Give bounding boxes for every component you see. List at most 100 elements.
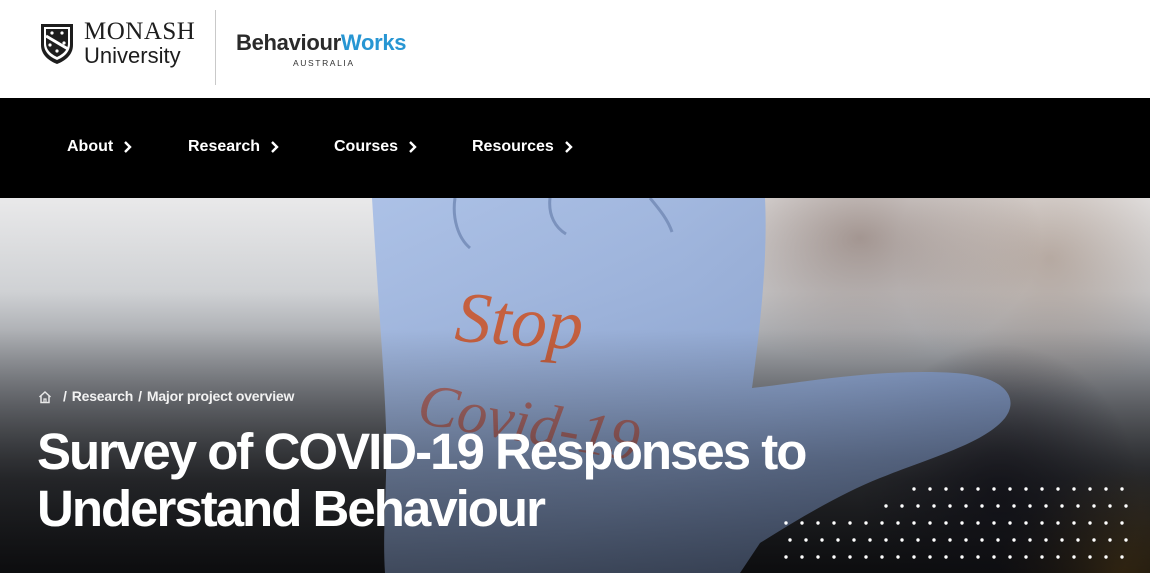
nav-item-label: Research bbox=[188, 138, 261, 155]
decorative-dot bbox=[1088, 521, 1092, 525]
decorative-dot bbox=[1008, 521, 1012, 525]
decorative-dot bbox=[832, 555, 836, 559]
decorative-dot bbox=[852, 538, 856, 542]
nav-item-resources[interactable]: Resources bbox=[472, 136, 573, 158]
decorative-dot bbox=[1060, 538, 1064, 542]
monash-wordmark-line1: MONASH bbox=[84, 18, 196, 45]
monash-university-logo[interactable]: MONASH University bbox=[38, 18, 198, 68]
decorative-dot bbox=[932, 538, 936, 542]
decorative-dot bbox=[788, 538, 792, 542]
decorative-dot bbox=[992, 555, 996, 559]
decorative-dot bbox=[944, 521, 948, 525]
decorative-dot bbox=[868, 538, 872, 542]
decorative-dot bbox=[1028, 538, 1032, 542]
decorative-dot bbox=[1092, 538, 1096, 542]
nav-item-label: About bbox=[67, 138, 114, 155]
decorative-dot bbox=[1028, 504, 1032, 508]
decorative-dot bbox=[1056, 487, 1060, 491]
breadcrumb-separator: / bbox=[138, 388, 142, 404]
decorative-dot bbox=[1088, 555, 1092, 559]
decorative-dot bbox=[880, 521, 884, 525]
decorative-dot bbox=[948, 504, 952, 508]
decorative-dot bbox=[848, 521, 852, 525]
decorative-dot bbox=[1104, 555, 1108, 559]
page-title-line1: Survey of COVID-19 Responses to bbox=[37, 423, 807, 480]
decorative-dot bbox=[1024, 521, 1028, 525]
decorative-dot bbox=[976, 555, 980, 559]
decorative-dot bbox=[928, 487, 932, 491]
decorative-dot bbox=[912, 555, 916, 559]
decorative-dot bbox=[1108, 504, 1112, 508]
chevron-right-icon bbox=[564, 141, 573, 153]
decorative-dot bbox=[1072, 487, 1076, 491]
decorative-dot bbox=[996, 538, 1000, 542]
nav-item-about[interactable]: About bbox=[67, 136, 132, 158]
decorative-dot bbox=[932, 504, 936, 508]
decorative-dot bbox=[832, 521, 836, 525]
monash-crest-icon bbox=[41, 24, 73, 64]
decorative-dot bbox=[928, 555, 932, 559]
decorative-dot bbox=[964, 538, 968, 542]
breadcrumb-link-research[interactable]: Research bbox=[71, 388, 134, 404]
decorative-dot bbox=[816, 521, 820, 525]
decorative-dot bbox=[1076, 504, 1080, 508]
decorative-dot bbox=[1124, 504, 1128, 508]
decorative-dot bbox=[1076, 538, 1080, 542]
decorative-dot bbox=[1040, 487, 1044, 491]
decorative-dot bbox=[1060, 504, 1064, 508]
decorative-dot bbox=[1120, 555, 1124, 559]
decorative-dot bbox=[944, 555, 948, 559]
decorative-dot bbox=[1008, 555, 1012, 559]
decorative-dot bbox=[1012, 538, 1016, 542]
bw-wordmark-works: Works bbox=[340, 30, 407, 55]
decorative-dot bbox=[1108, 538, 1112, 542]
decorative-dot bbox=[912, 521, 916, 525]
decorative-dot bbox=[1072, 521, 1076, 525]
decorative-dot bbox=[1024, 487, 1028, 491]
decorative-dot bbox=[916, 504, 920, 508]
main-nav: About Research Courses Resources bbox=[0, 98, 1150, 198]
decorative-dot bbox=[976, 487, 980, 491]
nav-item-research[interactable]: Research bbox=[188, 136, 279, 158]
decorative-dot bbox=[928, 521, 932, 525]
decorative-dot bbox=[960, 555, 964, 559]
decorative-dot bbox=[1012, 504, 1016, 508]
decorative-dot bbox=[1008, 487, 1012, 491]
decorative-dot bbox=[800, 555, 804, 559]
decorative-dot bbox=[784, 555, 788, 559]
decorative-dot bbox=[900, 504, 904, 508]
bw-wordmark-behaviour: Behaviour bbox=[236, 30, 341, 55]
bw-wordmark-subtitle: AUSTRALIA bbox=[293, 58, 355, 68]
home-icon[interactable] bbox=[38, 390, 52, 404]
chevron-right-icon bbox=[124, 141, 132, 153]
decorative-dot bbox=[964, 504, 968, 508]
decorative-dot bbox=[916, 538, 920, 542]
decorative-dot bbox=[1024, 555, 1028, 559]
decorative-dot bbox=[980, 538, 984, 542]
decorative-dot bbox=[1044, 504, 1048, 508]
decorative-dot bbox=[996, 504, 1000, 508]
chevron-right-icon bbox=[271, 141, 279, 153]
hero-banner: Stop Covid-19 / Research / Major project… bbox=[0, 198, 1150, 573]
decorative-dot bbox=[1040, 555, 1044, 559]
monash-wordmark-line2: University bbox=[84, 43, 181, 68]
decorative-dot bbox=[864, 555, 868, 559]
decorative-dot-pattern bbox=[784, 487, 1128, 559]
decorative-dot bbox=[800, 521, 804, 525]
decorative-dot bbox=[948, 538, 952, 542]
decorative-dot bbox=[848, 555, 852, 559]
decorative-dot bbox=[992, 521, 996, 525]
decorative-dot bbox=[1104, 521, 1108, 525]
breadcrumb: / Research / Major project overview bbox=[38, 388, 294, 404]
behaviourworks-logo[interactable]: BehaviourWorks AUSTRALIA bbox=[236, 30, 407, 69]
decorative-dot bbox=[896, 521, 900, 525]
decorative-dot bbox=[976, 521, 980, 525]
page-title-line2: Understand Behaviour bbox=[37, 480, 546, 537]
decorative-dot bbox=[1092, 504, 1096, 508]
nav-item-courses[interactable]: Courses bbox=[334, 136, 417, 158]
decorative-dot bbox=[960, 487, 964, 491]
decorative-dot bbox=[1056, 521, 1060, 525]
decorative-dot bbox=[836, 538, 840, 542]
decorative-dot bbox=[784, 521, 788, 525]
decorative-dot bbox=[896, 555, 900, 559]
